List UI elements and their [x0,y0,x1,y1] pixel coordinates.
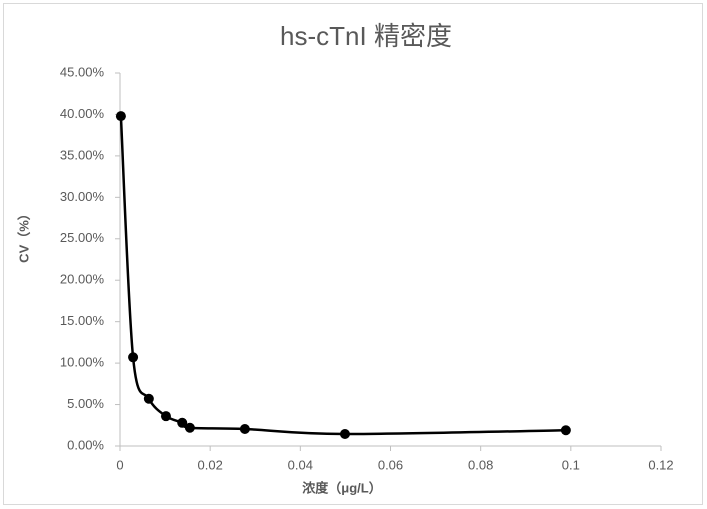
data-point [339,428,350,439]
y-tick-label: 30.00% [60,189,105,204]
y-tick-label: 10.00% [60,355,105,370]
data-point [115,111,126,122]
data-point [177,417,188,428]
x-tick-label: 0.04 [288,457,313,472]
x-tick-label: 0 [116,457,123,472]
x-tick-label: 0.08 [468,457,493,472]
y-tick-label: 45.00% [60,64,105,79]
chart-title: hs-cTnI 精密度 [280,21,452,51]
data-point [184,422,195,433]
x-tick-label: 0.1 [562,457,580,472]
y-tick-label: 35.00% [60,147,105,162]
y-tick-label: 40.00% [60,106,105,121]
data-point [160,411,171,422]
data-point [560,425,571,436]
y-tick-label: 25.00% [60,230,105,245]
y-tick-label: 20.00% [60,272,105,287]
data-point [143,393,154,404]
y-tick-label: 15.00% [60,313,105,328]
x-tick-label: 0.02 [198,457,223,472]
x-tick-label: 0.06 [378,457,403,472]
data-point [239,424,250,435]
x-axis-label: 浓度（μg/L） [302,480,381,495]
chart-border [3,3,703,505]
data-point [128,352,139,363]
y-tick-label: 5.00% [67,396,104,411]
y-tick-label: 0.00% [67,437,104,452]
x-tick-label: 0.12 [648,457,673,472]
y-axis-label: CV（%） [16,207,31,263]
